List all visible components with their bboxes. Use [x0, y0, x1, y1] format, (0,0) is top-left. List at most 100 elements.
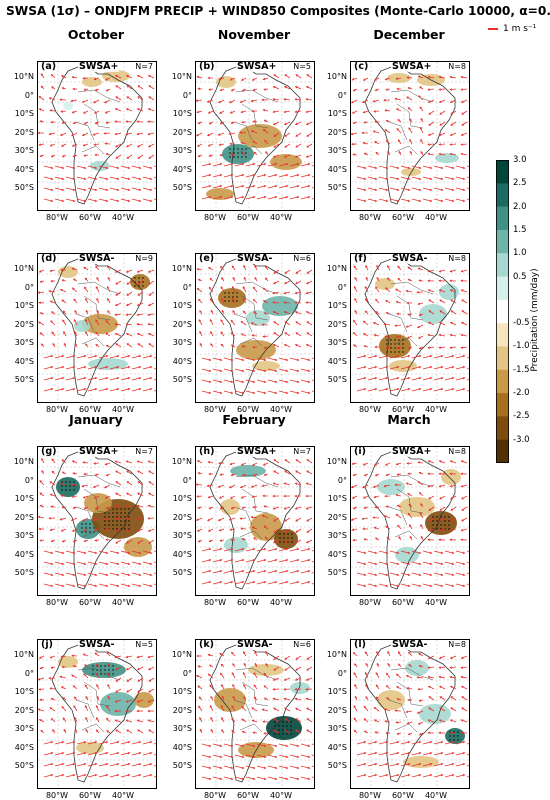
map-panel: (l)SWSA-N=8: [350, 639, 470, 789]
significance-dot: [128, 508, 129, 509]
precip-anomaly: [58, 266, 78, 278]
latitude-tick-label: 20°S: [164, 320, 192, 329]
significance-dot: [112, 512, 113, 513]
significance-dot: [228, 296, 229, 297]
panel-sample-size: N=8: [448, 640, 466, 649]
significance-dot: [112, 524, 113, 525]
significance-dot: [457, 731, 458, 732]
latitude-tick-label: 0°: [319, 91, 347, 100]
wind-vector: [467, 367, 469, 369]
panel-sample-size: N=7: [293, 447, 311, 456]
latitude-tick-label: 50°S: [164, 183, 192, 192]
latitude-tick-label: 30°S: [6, 724, 34, 733]
longitude-tick-label: 80°W: [46, 405, 68, 414]
significance-dot: [134, 277, 135, 278]
wind-vector: [154, 753, 156, 755]
wind-vector: [419, 96, 423, 100]
significance-dot: [444, 524, 445, 525]
significance-dot: [92, 665, 93, 666]
significance-dot: [237, 148, 238, 149]
composite-map: [196, 254, 314, 402]
latitude-tick-label: 50°S: [164, 375, 192, 384]
panel-phase: SWSA+: [236, 446, 277, 457]
longitude-tick-label: 60°W: [79, 405, 101, 414]
panel-phase: SWSA-: [78, 639, 115, 650]
panel-phase: SWSA+: [391, 61, 432, 72]
significance-dot: [108, 669, 109, 670]
composite-map: [351, 447, 469, 595]
colorbar-tick-label: 2.5: [513, 178, 527, 188]
wind-vector: [312, 197, 314, 199]
latitude-tick-label: 30°S: [6, 338, 34, 347]
significance-dot: [104, 524, 105, 525]
significance-dot: [432, 520, 433, 521]
significance-dot: [61, 481, 62, 482]
significance-dot: [232, 292, 233, 293]
coastline: [52, 67, 142, 204]
longitude-tick-label: 60°W: [392, 598, 414, 607]
panel-sample-size: N=7: [135, 447, 153, 456]
significance-dot: [81, 531, 82, 532]
longitude-tick-label: 60°W: [392, 791, 414, 800]
precip-anomaly: [74, 320, 90, 332]
latitude-tick-label: 40°S: [319, 165, 347, 174]
longitude-tick-label: 60°W: [237, 405, 259, 414]
wind-vector: [154, 188, 156, 190]
wind-vector: [467, 177, 469, 179]
significance-dot: [236, 296, 237, 297]
longitude-tick-label: 60°W: [79, 598, 101, 607]
latitude-tick-label: 10°N: [164, 264, 192, 273]
colorbar-tick-label: 2.0: [513, 202, 527, 212]
latitude-tick-label: 10°S: [6, 687, 34, 696]
colorbar-segment: [496, 346, 509, 370]
significance-dot: [448, 528, 449, 529]
significance-dot: [73, 481, 74, 482]
significance-dot: [104, 669, 105, 670]
wind-vector: [154, 199, 156, 201]
composite-map: [351, 62, 469, 210]
significance-dot: [279, 541, 280, 542]
month-header-november: November: [218, 27, 290, 42]
precip-anomaly: [134, 692, 154, 708]
significance-dot: [100, 669, 101, 670]
precip-anomaly: [222, 144, 254, 164]
latitude-tick-label: 40°S: [6, 165, 34, 174]
significance-dot: [128, 516, 129, 517]
latitude-tick-label: 50°S: [319, 568, 347, 577]
wind-vector: [467, 584, 469, 586]
significance-dot: [128, 528, 129, 529]
precip-anomaly: [124, 537, 152, 557]
wind-vector: [467, 188, 469, 190]
significance-dot: [291, 533, 292, 534]
wind-vector: [312, 164, 314, 166]
panel-label: (g): [40, 446, 57, 457]
latitude-tick-label: 30°S: [319, 146, 347, 155]
significance-dot: [274, 721, 275, 722]
significance-dot: [112, 673, 113, 674]
wind-vector: [312, 391, 314, 393]
significance-dot: [104, 520, 105, 521]
wind-vector: [312, 369, 314, 371]
longitude-tick-label: 40°W: [270, 405, 292, 414]
significance-dot: [390, 343, 391, 344]
wind-vector: [467, 562, 469, 564]
map-panel: (g)SWSA+N=7: [37, 446, 157, 596]
significance-dot: [290, 733, 291, 734]
significance-dot: [124, 512, 125, 513]
wind-vector: [154, 573, 156, 575]
longitude-tick-label: 40°W: [112, 213, 134, 222]
significance-dot: [245, 156, 246, 157]
latitude-tick-label: 0°: [164, 476, 192, 485]
significance-dot: [112, 669, 113, 670]
latitude-tick-label: 40°S: [319, 743, 347, 752]
significance-dot: [241, 148, 242, 149]
map-panel: (f)SWSA-N=8: [350, 253, 470, 403]
precip-anomaly: [246, 310, 270, 326]
significance-dot: [432, 524, 433, 525]
latitude-tick-label: 50°S: [6, 568, 34, 577]
month-header-january: January: [69, 412, 123, 427]
panel-label: (b): [198, 61, 215, 72]
composite-map: [196, 640, 314, 788]
panel-sample-size: N=7: [135, 62, 153, 71]
wind-vector: [154, 166, 156, 168]
